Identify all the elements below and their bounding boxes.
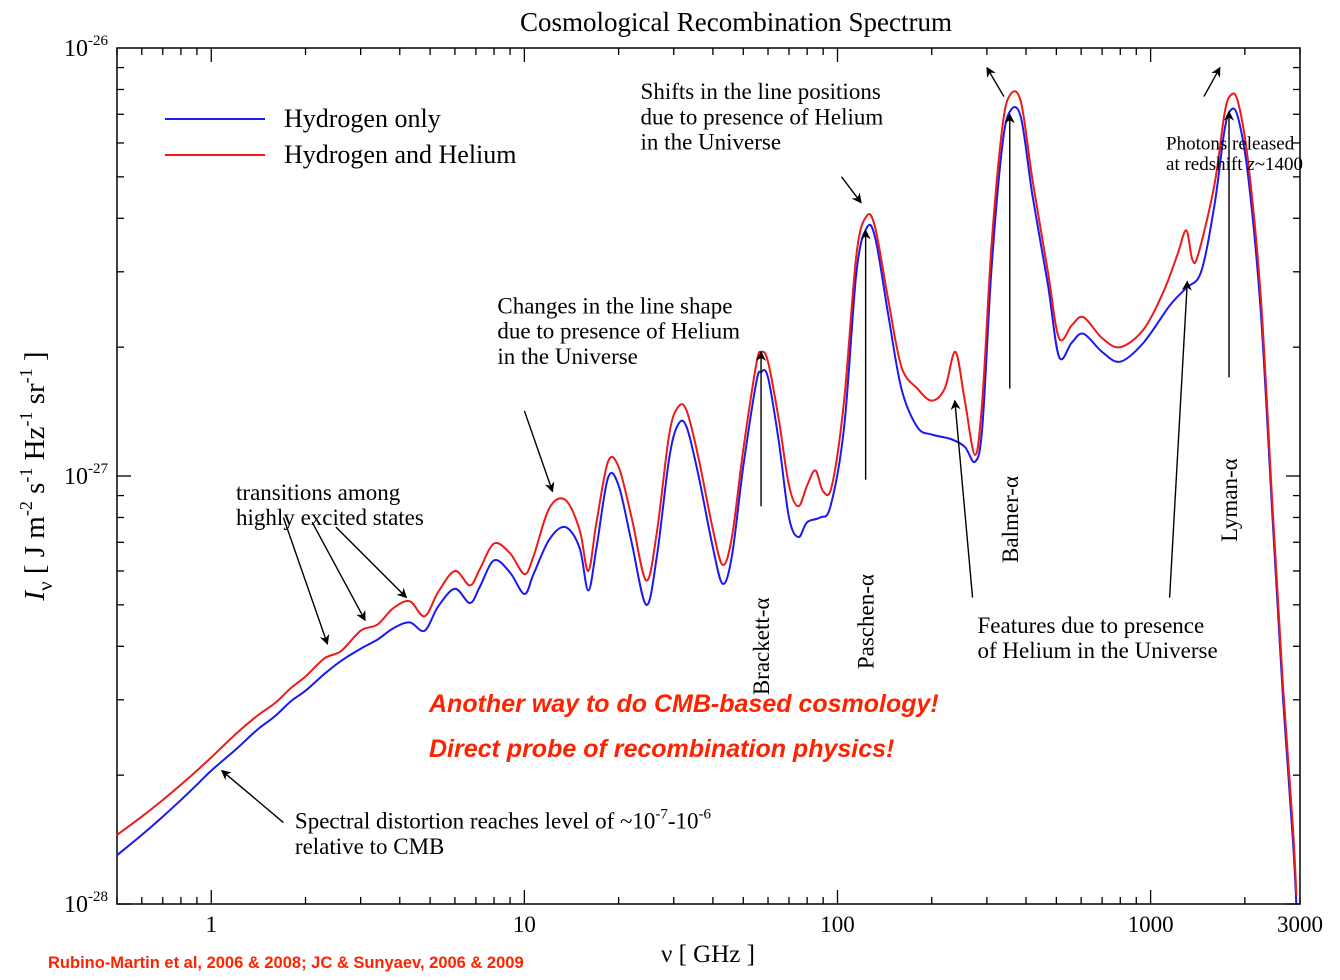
y-tick-label: 10-28: [64, 889, 108, 918]
annotation: Spectral distortion reaches level of ~10…: [295, 807, 712, 859]
annotation-line: at redshift z~1400: [1166, 154, 1303, 175]
annotation-line: relative to CMB: [295, 834, 444, 859]
annotation-arrow: [523, 410, 555, 493]
x-tick-label: 1000: [1128, 912, 1174, 937]
axis-tick-labels: 1 10 100 1000 3000 10-28 10-27 10-26: [64, 33, 1323, 937]
legend-label-hydrogen-helium: Hydrogen and Helium: [284, 140, 517, 169]
annotation-line: of Helium in the Universe: [978, 638, 1218, 663]
annotation-arrow: [335, 526, 408, 599]
y-tick-label: 10-27: [64, 461, 108, 490]
line-labels-group: Brackett-α Paschen-α Balmer-α Lyman-α: [749, 458, 1242, 695]
x-tick-label: 10: [513, 912, 536, 937]
annotation-arrow: [986, 66, 1005, 97]
arrows-group: [220, 66, 1235, 824]
annotation-arrow: [1168, 280, 1192, 598]
annotation-line: Features due to presence: [978, 613, 1205, 638]
slogan-cmb-cosmology: Another way to do CMB-based cosmology!: [428, 690, 939, 718]
axis-ticks: [116, 48, 1301, 905]
x-tick-label: 3000: [1277, 912, 1323, 937]
x-tick-label: 100: [820, 912, 855, 937]
legend-label-hydrogen-only: Hydrogen only: [284, 104, 441, 133]
y-tick-label: 10-26: [64, 33, 108, 62]
x-axis-label: ν [ GHz ]: [661, 941, 755, 968]
line-label: Paschen-α: [854, 574, 879, 669]
plot-frame: [116, 47, 1301, 905]
annotation-arrow: [220, 769, 284, 824]
slogan-recombination-physics: Direct probe of recombination physics!: [429, 735, 894, 763]
annotation-line: transitions among: [236, 480, 401, 505]
annotation-line: Spectral distortion reaches level of ~10…: [295, 807, 712, 834]
annotation-line: in the Universe: [497, 344, 638, 369]
series-line-hydrogen-only: [116, 106, 1298, 905]
citation: Rubino-Martin et al, 2006 & 2008; JC & S…: [48, 954, 524, 972]
line-label: Lyman-α: [1217, 458, 1242, 542]
annotation-line: highly excited states: [236, 505, 424, 530]
series-line-hydrogen-helium: [116, 90, 1298, 895]
y-axis-label-text: Iν [ J m-2 s-1 Hz-1 sr-1 ]: [16, 351, 57, 601]
annotation-arrow: [311, 521, 366, 622]
curves-group: [116, 90, 1298, 905]
y-axis-label: Iν [ J m-2 s-1 Hz-1 sr-1 ]: [16, 351, 57, 601]
annotation-arrow: [1203, 66, 1221, 97]
x-tick-label: 1: [206, 912, 218, 937]
annotation-line: Shifts in the line positions: [641, 79, 881, 104]
annotation-arrow: [950, 399, 974, 598]
annotation-line: Changes in the line shape: [497, 293, 732, 318]
legend: Hydrogen only Hydrogen and Helium: [165, 104, 517, 169]
annotation-arrow: [282, 517, 330, 645]
annotation-line: Photons released: [1166, 133, 1295, 154]
annotation-line: due to presence of Helium: [497, 319, 740, 344]
line-label: Balmer-α: [998, 476, 1023, 563]
annotation-arrow: [840, 176, 862, 204]
annotation-line: in the Universe: [641, 130, 782, 155]
chart-title: Cosmological Recombination Spectrum: [520, 7, 952, 37]
annotation-line: due to presence of Helium: [641, 104, 884, 129]
line-label: Brackett-α: [749, 598, 774, 696]
